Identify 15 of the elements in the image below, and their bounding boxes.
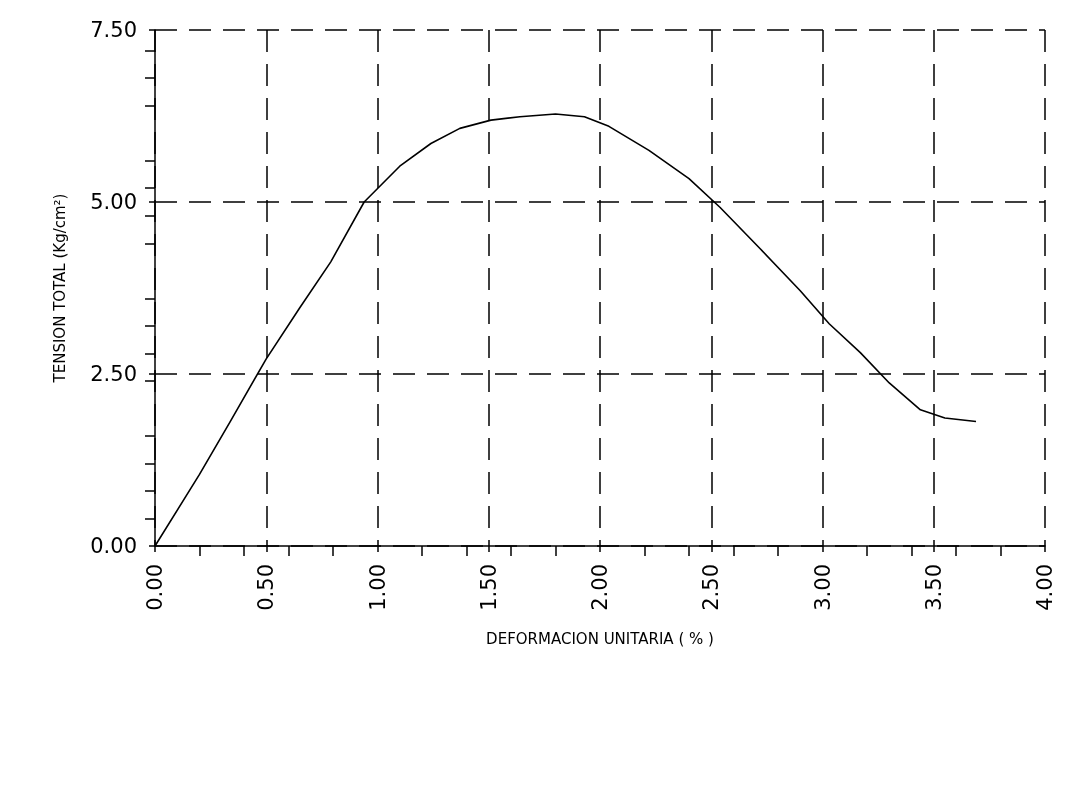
y-tick-label: 0.00 <box>90 534 137 558</box>
y-tick-label: 5.00 <box>90 190 137 214</box>
y-tick-label: 7.50 <box>90 18 137 42</box>
x-tick-label: 2.50 <box>699 564 724 611</box>
x-tick-label: 3.00 <box>810 564 835 611</box>
x-axis-title: DEFORMACION UNITARIA ( % ) <box>486 629 714 648</box>
x-tick-label: 3.50 <box>921 564 946 611</box>
x-tick-label: 1.50 <box>476 564 501 611</box>
x-tick-label: 0.00 <box>143 564 167 611</box>
y-axis-title: TENSION TOTAL (Kg/cm²) <box>50 193 69 384</box>
x-tick-label: 0.50 <box>254 564 279 611</box>
x-tick-label: 4.00 <box>1033 564 1057 611</box>
y-tick-label: 2.50 <box>90 362 137 386</box>
x-tick-label: 2.00 <box>588 564 612 611</box>
x-tick-label: 1.00 <box>365 564 390 611</box>
